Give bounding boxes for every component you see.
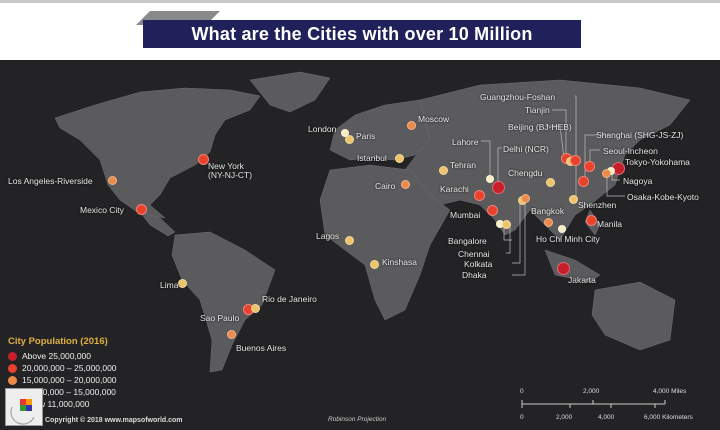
city-marker[interactable] [585, 214, 597, 226]
city-label: Beijing (BJ-HEB) [508, 122, 572, 132]
copyright: Copyright © 2018 www.mapsofworld.com [45, 417, 183, 424]
city-label: Lima [160, 280, 179, 290]
north-america [54, 87, 261, 219]
city-label: Moscow [418, 114, 450, 124]
legend-swatch [8, 363, 17, 373]
legend-label: 20,000,000 – 25,000,000 [22, 363, 117, 373]
city-marker[interactable] [369, 259, 379, 269]
city-label: Los Angeles-Riverside [8, 176, 93, 186]
city-marker[interactable] [438, 165, 448, 175]
city-marker[interactable] [135, 203, 147, 215]
city-marker[interactable] [486, 175, 494, 183]
city-marker[interactable] [344, 134, 354, 144]
city-label: Rio de Janeiro [262, 294, 317, 304]
city-marker[interactable] [394, 153, 404, 163]
city-label: Bangalore [448, 236, 487, 246]
greenland [249, 71, 331, 113]
city-marker[interactable] [197, 153, 209, 165]
city-marker[interactable] [601, 168, 611, 178]
city-label: Bangkok [531, 206, 565, 216]
city-label: Nagoya [623, 176, 653, 186]
city-marker[interactable] [577, 175, 589, 187]
city-label: Cairo [375, 181, 396, 191]
city-marker[interactable] [250, 303, 260, 313]
city-marker[interactable] [558, 225, 566, 233]
city-marker[interactable] [177, 278, 187, 288]
city-label: Lagos [316, 231, 340, 241]
legend-label: Below 11,000,000 [22, 399, 90, 409]
top-bar [0, 0, 720, 3]
legend-swatch [8, 375, 17, 385]
city-marker[interactable] [543, 217, 553, 227]
city-marker[interactable] [501, 219, 511, 229]
city-label: Tokyo-Yokohama [625, 157, 690, 167]
city-label: Istanbul [357, 153, 387, 163]
city-label: Jakarta [568, 275, 596, 285]
projection-label: Robinson Projection [328, 416, 387, 423]
city-label: Sao Paulo [200, 313, 240, 323]
city-marker[interactable] [486, 204, 498, 216]
land-masses [54, 71, 691, 373]
city-marker[interactable] [473, 189, 485, 201]
city-label: Ho Chi Minh City [536, 234, 600, 244]
city-label: Mumbai [450, 210, 481, 220]
city-label: Delhi (NCR) [503, 144, 549, 154]
legend-title: City Population (2016) [8, 336, 108, 347]
city-label: Mexico City [80, 205, 124, 215]
city-marker[interactable] [491, 180, 505, 194]
scale-km-2000: 2,000 [556, 414, 573, 421]
map-title: What are the Cities with over 10 Million… [143, 20, 581, 72]
city-label: Tianjin [525, 105, 550, 115]
central-america [139, 211, 176, 237]
city-marker[interactable] [545, 177, 555, 187]
scale-km-6000: 6,000 Kilometers [644, 414, 693, 421]
city-marker[interactable] [556, 261, 570, 275]
city-label: Kolkata [464, 259, 493, 269]
city-label: Lahore [452, 137, 479, 147]
city-label: Buenos Aires [236, 343, 287, 353]
city-label: Shenzhen [578, 200, 617, 210]
scale-miles-4000: 4,000 Miles [653, 388, 687, 395]
legend-label: 11,000,000 – 15,000,000 [22, 387, 116, 397]
world-map: London Paris Moscow Istanbul Tehran Cairo Lago… [0, 60, 720, 430]
mapsofworld-logo [5, 388, 43, 426]
city-marker[interactable] [344, 235, 354, 245]
city-label: Seoul-Incheon [603, 146, 658, 156]
city-marker[interactable] [226, 329, 236, 339]
legend-label: 15,000,000 – 20,000,000 [22, 375, 117, 385]
city-label: London [308, 124, 337, 134]
city-marker[interactable] [406, 120, 416, 130]
legend-item: 15,000,000 – 20,000,000 [8, 374, 117, 386]
city-label: Chennai [458, 249, 490, 259]
city-label: Kinshasa [382, 257, 417, 267]
city-label: Manila [597, 219, 623, 229]
city-label: Dhaka [462, 270, 487, 280]
city-marker[interactable] [400, 179, 410, 189]
city-label: Guangzhou-Foshan [480, 92, 556, 102]
scale-miles-2000: 2,000 [583, 388, 600, 395]
legend-item: Above 25,000,000 [8, 350, 117, 362]
legend-swatch [8, 351, 17, 361]
scale-km-4000: 4,000 [598, 414, 615, 421]
city-marker[interactable] [107, 175, 117, 185]
australia [591, 281, 676, 351]
legend-label: Above 25,000,000 [22, 351, 92, 361]
city-label: New York (NY-NJ-CT) [208, 161, 253, 180]
city-label: Shanghai (SHG-JS-ZJ) [596, 130, 684, 140]
city-marker[interactable] [583, 160, 595, 172]
scale-miles-0: 0 [520, 388, 524, 395]
city-label: Karachi [440, 184, 469, 194]
city-marker[interactable] [569, 154, 581, 166]
africa [319, 164, 451, 321]
legend-item: 20,000,000 – 25,000,000 [8, 362, 117, 374]
scale-km-0: 0 [520, 414, 524, 421]
city-label: Paris [356, 131, 376, 141]
city-label: Chengdu [508, 168, 543, 178]
city-label: Osaka-Kobe-Kyoto [627, 192, 699, 202]
city-marker[interactable] [568, 194, 578, 204]
city-marker[interactable] [520, 193, 530, 203]
city-label: Tehran [450, 160, 476, 170]
